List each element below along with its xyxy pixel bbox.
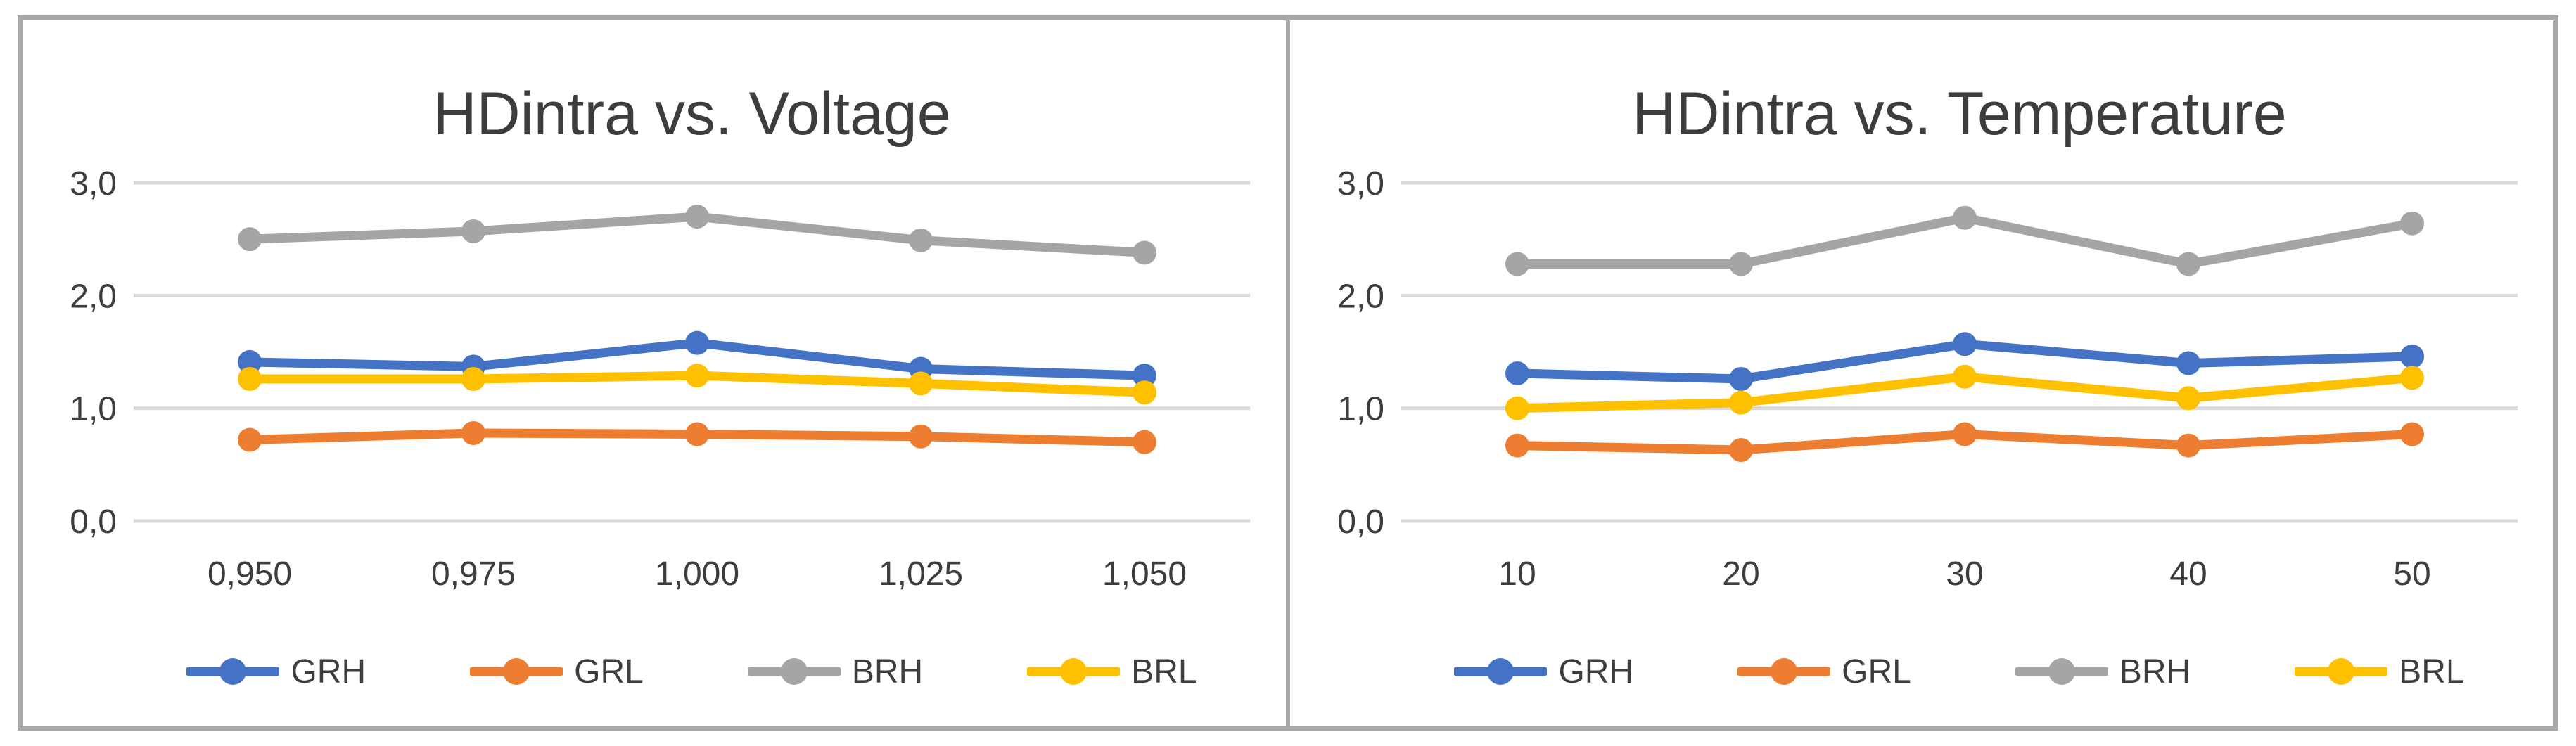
x-tick-label: 40 xyxy=(2169,555,2207,593)
y-tick-label: 0,0 xyxy=(70,503,117,541)
legend-marker-BRH xyxy=(747,658,841,685)
series-marker-BRH xyxy=(2400,211,2424,236)
y-tick-label: 3,0 xyxy=(1337,165,1384,202)
legend-key-dot xyxy=(2328,658,2355,685)
legend-item-BRL: BRL xyxy=(2295,652,2465,691)
series-marker-BRH xyxy=(1133,240,1156,265)
series-marker-GRL xyxy=(2176,433,2200,458)
x-tick-label: 30 xyxy=(1946,555,1983,593)
series-marker-BRL xyxy=(1953,364,1977,389)
legend-item-GRL: GRL xyxy=(1737,652,1911,691)
temperature-plot: 0,0 1,0 2,0 3,0 10 20 30 40 50 xyxy=(1337,165,2518,593)
legend-marker-GRH xyxy=(186,658,280,685)
temperature-legend: GRH GRL BRH BRL xyxy=(1401,650,2518,693)
y-tick-label: 2,0 xyxy=(1337,278,1384,315)
legend-item-BRH: BRH xyxy=(747,652,924,691)
series-marker-BRH xyxy=(1729,252,1753,276)
series-marker-BRL xyxy=(1729,390,1753,415)
voltage-chart-panel: 0,0 1,0 2,0 3,0 0,950 0,975 1,000 1,025 1,050 HD… xyxy=(23,20,1286,726)
series-marker-GRH xyxy=(1953,332,1977,356)
series-marker-BRL xyxy=(685,364,709,388)
series-marker-BRL xyxy=(238,366,262,391)
series-marker-GRL xyxy=(2400,422,2424,446)
series-marker-BRL xyxy=(2400,366,2424,390)
temperature-chart-panel: 0,0 1,0 2,0 3,0 10 20 30 40 50 HDintra vs. Tempe… xyxy=(1290,20,2553,726)
y-tick-label: 3,0 xyxy=(70,165,117,202)
series-marker-GRL xyxy=(461,420,485,445)
voltage-plot: 0,0 1,0 2,0 3,0 0,950 0,975 1,000 1,025 1,050 xyxy=(70,165,1250,593)
legend-key-dot xyxy=(780,658,808,685)
legend-item-GRH: GRH xyxy=(186,652,366,691)
series-marker-BRH xyxy=(685,205,709,229)
series-marker-GRL xyxy=(1729,437,1753,462)
legend-key-dot xyxy=(503,658,530,685)
legend-label: GRH xyxy=(291,652,366,690)
legend-item-GRH: GRH xyxy=(1454,652,1633,691)
legend-item-BRH: BRH xyxy=(2015,652,2191,691)
series-marker-GRL xyxy=(685,422,709,446)
series-marker-GRL xyxy=(238,427,262,452)
temperature-chart-title: HDintra vs. Temperature xyxy=(1632,80,2287,148)
series-marker-GRL xyxy=(1133,430,1156,454)
legend-key-dot xyxy=(1771,658,1798,685)
legend-marker-GRL xyxy=(470,658,563,685)
series-marker-GRL xyxy=(1953,422,1977,446)
x-tick-label: 1,050 xyxy=(1102,555,1187,593)
legend-marker-GRL xyxy=(1737,658,1831,685)
x-tick-label: 20 xyxy=(1722,555,1759,593)
series-marker-GRH xyxy=(2176,351,2200,375)
series-marker-BRL xyxy=(909,371,933,396)
legend-key-dot xyxy=(219,658,247,685)
legend-label: GRL xyxy=(1842,652,1911,690)
x-tick-label: 1,025 xyxy=(879,555,963,593)
y-tick-label: 1,0 xyxy=(1337,391,1384,428)
x-tick-label: 0,950 xyxy=(208,555,292,593)
legend-key-dot xyxy=(1487,658,1515,685)
x-tick-label: 0,975 xyxy=(431,555,516,593)
y-tick-label: 0,0 xyxy=(1337,503,1384,541)
legend-label: GRH xyxy=(1558,652,1634,690)
series-marker-BRL xyxy=(1133,380,1156,405)
series-marker-BRH xyxy=(1505,252,1529,276)
y-tick-label: 2,0 xyxy=(70,278,117,315)
voltage-legend: GRH GRL BRH BRL xyxy=(134,650,1250,693)
series-marker-BRH xyxy=(238,227,262,252)
legend-item-BRL: BRL xyxy=(1027,652,1197,691)
series-marker-GRH xyxy=(1133,364,1156,388)
series-marker-BRH xyxy=(461,219,485,243)
series-marker-BRL xyxy=(2176,386,2200,411)
legend-marker-BRL xyxy=(2295,658,2388,685)
series-marker-BRL xyxy=(1505,396,1529,420)
panel-divider xyxy=(1286,20,1290,726)
series-marker-GRH xyxy=(685,330,709,355)
series-marker-GRH xyxy=(2400,344,2424,368)
series-marker-BRH xyxy=(1953,205,1977,230)
series-marker-GRH xyxy=(238,349,262,374)
voltage-chart-title: HDintra vs. Voltage xyxy=(433,80,951,148)
x-tick-label: 10 xyxy=(1498,555,1536,593)
chart-card-frame: 0,0 1,0 2,0 3,0 0,950 0,975 1,000 1,025 1,050 HD… xyxy=(18,15,2558,731)
series-marker-GRL xyxy=(1505,433,1529,458)
x-tick-label: 1,000 xyxy=(655,555,739,593)
legend-item-GRL: GRL xyxy=(470,652,644,691)
series-marker-BRH xyxy=(909,228,933,252)
series-marker-GRH xyxy=(1729,366,1753,391)
legend-label: BRL xyxy=(1131,652,1197,690)
series-marker-BRL xyxy=(461,366,485,391)
series-marker-BRH xyxy=(2176,252,2200,276)
legend-marker-BRL xyxy=(1027,658,1121,685)
legend-label: BRH xyxy=(851,652,924,690)
legend-marker-GRH xyxy=(1454,658,1548,685)
legend-label: BRL xyxy=(2399,652,2465,690)
legend-key-dot xyxy=(2048,658,2075,685)
legend-label: BRH xyxy=(2119,652,2191,690)
y-tick-label: 1,0 xyxy=(70,391,117,428)
series-marker-GRL xyxy=(909,424,933,449)
legend-key-dot xyxy=(1060,658,1088,685)
series-marker-GRH xyxy=(1505,361,1529,385)
x-tick-label: 50 xyxy=(2393,555,2430,593)
legend-label: GRL xyxy=(574,652,644,690)
legend-marker-BRH xyxy=(2015,658,2108,685)
